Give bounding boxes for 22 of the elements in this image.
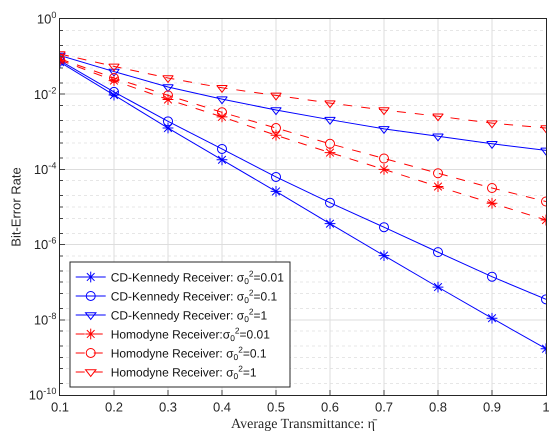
- x-tick-label: 0.4: [212, 400, 232, 415]
- y-tick-label: 10$^{-6}$: [34, 236, 56, 252]
- legend-label: CD-Kennedy Receiver: σ$_{0}$$^{2}$=0.1: [110, 288, 278, 306]
- x-tick-label: 0.3: [158, 400, 178, 415]
- y-tick-label: 10$^{0}$: [36, 10, 56, 27]
- x-tick-label: 0.9: [482, 400, 502, 415]
- y-tick-label: 10$^{-2}$: [34, 85, 56, 102]
- x-axis-title: Average Transmittance: η̄: [231, 416, 378, 432]
- x-tick-label: 0.7: [374, 400, 394, 415]
- legend-label: Homodyne Receiver: σ$_{0}$$^{2}$=1: [110, 364, 257, 382]
- x-tick-label: 0.5: [266, 400, 286, 415]
- y-tick-label: 10$^{-4}$: [34, 160, 56, 177]
- legend-label: Homodyne Receiver: σ$_{0}$$^{2}$=0.1: [110, 344, 267, 362]
- x-tick-label: 0.8: [428, 400, 448, 415]
- legend-label: CD-Kennedy Receiver: σ$_{0}$$^{2}$=0.01: [110, 268, 284, 286]
- x-tick-label: 1: [542, 400, 550, 415]
- legend-label: CD-Kennedy Receiver: σ$_{0}$$^{2}$=1: [110, 306, 268, 324]
- legend-label: Homodyne Receiver:σ$_{0}$$^{2}$=0.01: [110, 326, 270, 344]
- x-tick-label: 0.6: [320, 400, 340, 415]
- y-tick-label: 10$^{-8}$: [34, 310, 56, 328]
- y-axis-title: Bit-Error Rate: [8, 167, 24, 247]
- x-tick-label: 0.2: [104, 400, 124, 415]
